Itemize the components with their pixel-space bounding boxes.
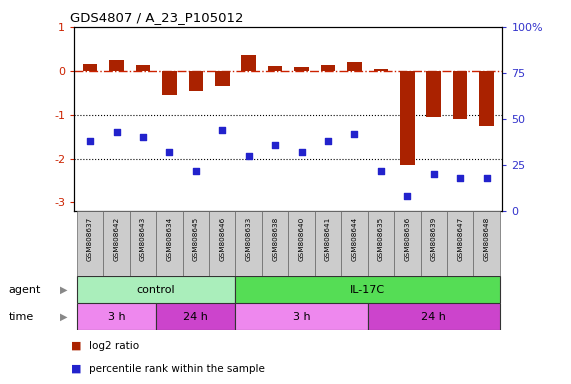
Bar — [109, 60, 124, 71]
Point — [244, 153, 254, 159]
Text: GSM808634: GSM808634 — [166, 217, 172, 261]
Point — [456, 175, 465, 181]
Bar — [156, 211, 183, 276]
Point — [482, 175, 491, 181]
Bar — [262, 211, 288, 276]
Bar — [77, 276, 235, 303]
Point — [218, 127, 227, 133]
Point — [112, 129, 121, 135]
Bar — [347, 62, 361, 71]
Text: GSM808642: GSM808642 — [114, 217, 119, 261]
Text: GSM808643: GSM808643 — [140, 217, 146, 261]
Text: 3 h: 3 h — [108, 312, 126, 322]
Point — [271, 142, 280, 148]
Text: ▶: ▶ — [60, 285, 67, 295]
Text: GSM808648: GSM808648 — [484, 217, 489, 261]
Text: GSM808644: GSM808644 — [351, 217, 357, 261]
Bar — [83, 64, 98, 71]
Text: ■: ■ — [71, 364, 82, 374]
Bar — [341, 211, 368, 276]
Bar — [209, 211, 235, 276]
Point — [323, 138, 332, 144]
Bar — [215, 71, 230, 86]
Point — [86, 138, 95, 144]
Text: 24 h: 24 h — [183, 312, 208, 322]
Text: GDS4807 / A_23_P105012: GDS4807 / A_23_P105012 — [70, 11, 243, 24]
Text: GSM808639: GSM808639 — [431, 217, 437, 261]
Text: GSM808645: GSM808645 — [193, 217, 199, 261]
Text: GSM808640: GSM808640 — [299, 217, 304, 261]
Bar — [368, 303, 500, 330]
Text: GSM808647: GSM808647 — [457, 217, 463, 261]
Text: ■: ■ — [71, 341, 82, 351]
Bar — [473, 211, 500, 276]
Text: GSM808636: GSM808636 — [404, 217, 411, 261]
Point — [191, 167, 200, 174]
Bar — [103, 211, 130, 276]
Bar — [162, 71, 176, 95]
Point — [165, 149, 174, 155]
Bar — [368, 211, 394, 276]
Bar — [479, 71, 494, 126]
Bar — [77, 211, 103, 276]
Text: agent: agent — [9, 285, 41, 295]
Text: control: control — [137, 285, 175, 295]
Point — [350, 131, 359, 137]
Text: GSM808638: GSM808638 — [272, 217, 278, 261]
Bar — [188, 71, 203, 91]
Text: GSM808637: GSM808637 — [87, 217, 93, 261]
Bar — [156, 303, 235, 330]
Bar — [235, 276, 500, 303]
Text: ▶: ▶ — [60, 312, 67, 322]
Bar — [288, 211, 315, 276]
Point — [138, 134, 147, 141]
Bar — [447, 211, 473, 276]
Bar — [242, 55, 256, 71]
Bar — [400, 71, 415, 165]
Text: 3 h: 3 h — [293, 312, 311, 322]
Point — [376, 167, 385, 174]
Text: GSM808641: GSM808641 — [325, 217, 331, 261]
Bar — [315, 211, 341, 276]
Text: time: time — [9, 312, 34, 322]
Bar — [183, 211, 209, 276]
Bar — [136, 66, 150, 71]
Text: 24 h: 24 h — [421, 312, 446, 322]
Bar — [427, 71, 441, 117]
Text: IL-17C: IL-17C — [350, 285, 385, 295]
Bar — [420, 211, 447, 276]
Point — [429, 171, 439, 177]
Bar — [394, 211, 420, 276]
Bar — [321, 65, 335, 71]
Point — [403, 194, 412, 200]
Bar — [235, 303, 368, 330]
Bar — [373, 69, 388, 71]
Bar — [453, 71, 468, 119]
Point — [297, 149, 306, 155]
Bar — [77, 303, 156, 330]
Bar — [294, 67, 309, 71]
Text: GSM808635: GSM808635 — [378, 217, 384, 261]
Text: GSM808646: GSM808646 — [219, 217, 226, 261]
Text: GSM808633: GSM808633 — [246, 217, 252, 261]
Text: log2 ratio: log2 ratio — [89, 341, 139, 351]
Bar — [235, 211, 262, 276]
Bar — [268, 66, 283, 71]
Text: percentile rank within the sample: percentile rank within the sample — [89, 364, 264, 374]
Bar — [130, 211, 156, 276]
